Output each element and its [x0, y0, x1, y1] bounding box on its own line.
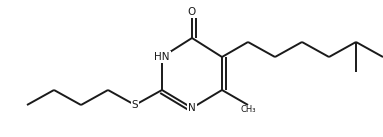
Text: O: O — [188, 7, 196, 17]
Text: N: N — [188, 103, 196, 113]
Text: S: S — [132, 100, 138, 110]
Text: HN: HN — [154, 52, 170, 62]
Text: CH₃: CH₃ — [240, 105, 256, 115]
